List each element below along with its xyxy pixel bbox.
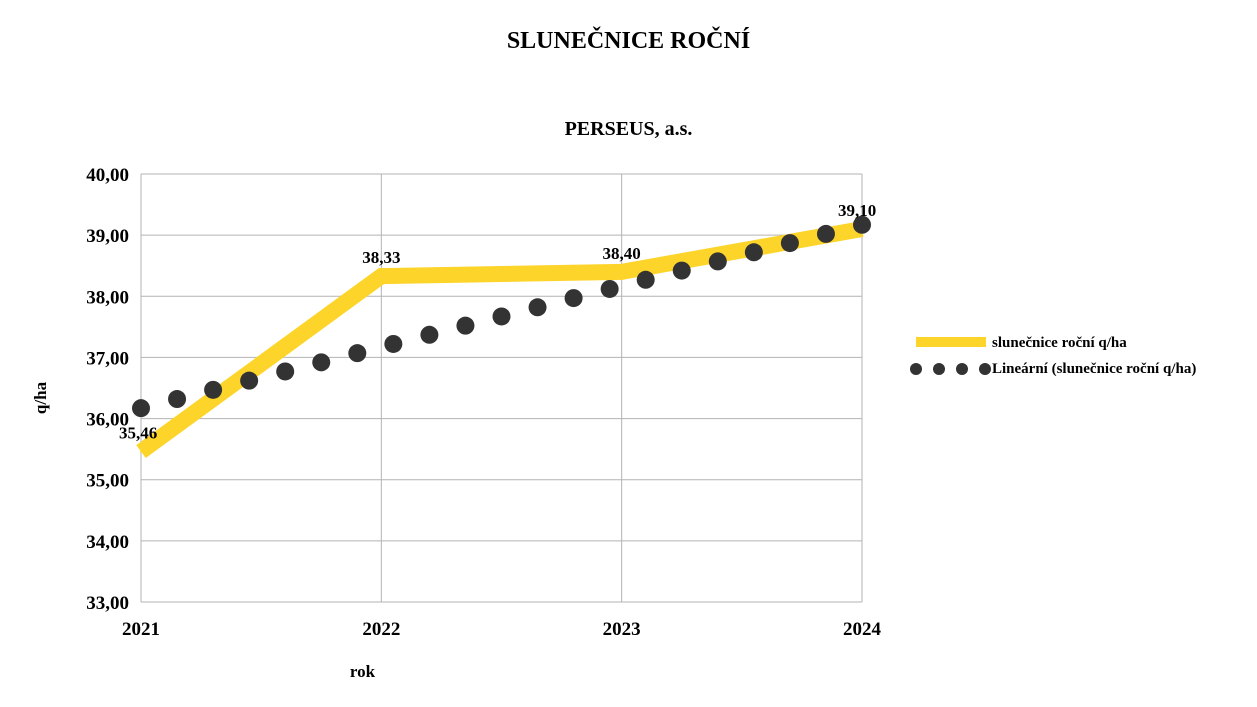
trend-dot xyxy=(528,298,547,317)
trend-dot xyxy=(348,344,367,363)
legend-item-trend: Lineární (slunečnice roční q/ha) xyxy=(910,356,1196,382)
data-label: 35,46 xyxy=(119,424,157,443)
data-label: 39,10 xyxy=(838,201,876,220)
y-tick-label: 39,00 xyxy=(86,226,129,247)
chart-title: SLUNEČNICE ROČNÍ xyxy=(506,28,751,54)
trend-dot xyxy=(276,362,295,381)
y-tick-label: 38,00 xyxy=(86,287,129,308)
trend-dot xyxy=(600,279,619,298)
trend-dot xyxy=(672,261,691,280)
legend-item-series: slunečnice roční q/ha xyxy=(910,330,1196,356)
trend-dot xyxy=(816,224,835,243)
legend-line-swatch xyxy=(910,330,986,356)
trend-dot xyxy=(564,289,583,308)
data-label: 38,40 xyxy=(603,244,641,263)
trend-dot xyxy=(420,325,439,344)
trend-dot xyxy=(853,215,871,234)
series-line xyxy=(136,221,864,459)
y-axis-title: q/ha xyxy=(31,381,50,414)
y-tick-label: 36,00 xyxy=(86,410,129,431)
trend-dot xyxy=(708,252,727,271)
trend-dot xyxy=(312,353,331,372)
series-point xyxy=(140,450,142,453)
trend-dot xyxy=(132,399,150,418)
data-label: 38,33 xyxy=(362,248,400,267)
trend-dot xyxy=(204,380,223,399)
y-tick-label: 33,00 xyxy=(86,593,129,614)
trend-dot xyxy=(240,371,259,390)
trend-dot xyxy=(636,270,655,289)
trend-dot xyxy=(168,390,187,409)
x-tick-label: 2024 xyxy=(843,619,882,640)
legend: slunečnice roční q/ha Lineární (slunečni… xyxy=(910,330,1196,382)
y-tick-label: 34,00 xyxy=(86,532,129,553)
trend-dot xyxy=(492,307,511,326)
trend-dot xyxy=(744,243,763,262)
series-point xyxy=(380,275,383,278)
x-axis-title: rok xyxy=(350,662,376,681)
legend-label-series: slunečnice roční q/ha xyxy=(992,334,1127,351)
x-tick-label: 2022 xyxy=(362,619,400,640)
trend-dot xyxy=(456,316,475,335)
x-tick-label: 2021 xyxy=(122,619,160,640)
chart-subtitle: PERSEUS, a.s. xyxy=(564,118,693,140)
y-tick-label: 37,00 xyxy=(86,348,129,369)
legend-label-trend: Lineární (slunečnice roční q/ha) xyxy=(992,360,1197,377)
trend-dot xyxy=(780,234,799,253)
y-tick-label: 40,00 xyxy=(86,165,129,186)
x-tick-label: 2023 xyxy=(603,619,641,640)
trend-dot xyxy=(384,334,403,353)
legend-dots-swatch xyxy=(910,356,991,382)
y-tick-label: 35,00 xyxy=(86,471,129,492)
series-point xyxy=(620,270,623,273)
